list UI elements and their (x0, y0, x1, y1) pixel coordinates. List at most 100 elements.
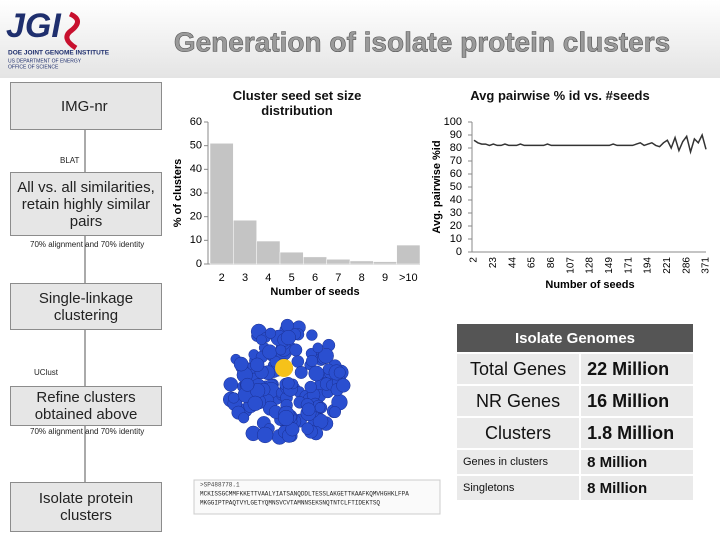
header-band (0, 0, 720, 78)
flow-box: IMG-nr (10, 82, 162, 130)
network-node (262, 344, 278, 360)
x-tick-label: 44 (507, 257, 518, 269)
bar (279, 251, 304, 265)
x-tick-label: 86 (546, 257, 557, 269)
network-node (291, 355, 305, 368)
x-tick-label: 149 (604, 257, 615, 274)
y-tick-label: 40 (190, 163, 202, 175)
x-axis-label: Number of seeds (270, 286, 359, 298)
network-node (280, 330, 296, 346)
flow-params: 70% alignment and 70% identity (30, 240, 145, 249)
network-node (228, 392, 240, 404)
y-tick-label: 10 (190, 234, 202, 246)
network-node (329, 406, 341, 419)
network-node (294, 365, 308, 379)
x-tick-label: 8 (359, 272, 365, 284)
bar (349, 260, 374, 265)
x-tick-label: 286 (681, 257, 692, 274)
logo-org: DOE JOINT GENOME INSTITUTE (8, 50, 110, 57)
y-tick-label: 50 (190, 140, 202, 152)
network-node (336, 378, 351, 393)
y-tick-label: 50 (450, 181, 462, 193)
bar (326, 259, 351, 265)
table-cell: 1.8 Million (581, 418, 693, 448)
x-tick-label: 128 (585, 257, 596, 274)
slide-title: Generation of isolate protein clusters (174, 26, 670, 57)
network-node (247, 395, 263, 411)
network-node (256, 334, 267, 346)
bar (256, 240, 281, 265)
x-tick-label: 65 (527, 257, 538, 269)
y-tick-label: 30 (190, 187, 202, 199)
network-node (318, 347, 334, 364)
network-node (275, 344, 287, 356)
x-tick-label: 2 (469, 257, 480, 263)
flow-tool: BLAT (60, 156, 80, 165)
chart-title: Avg pairwise % id vs. #seeds (470, 88, 650, 103)
network-node (265, 327, 277, 339)
x-tick-label: >10 (399, 272, 418, 284)
x-axis-label: Number of seeds (545, 279, 634, 291)
bar (303, 256, 327, 265)
bar (396, 244, 421, 265)
logo-dept: US DEPARTMENT OF ENERGY (8, 58, 82, 64)
bar (373, 261, 397, 265)
network-node (305, 354, 318, 367)
logo-office: OFFICE OF SCIENCE (8, 64, 59, 70)
bar (209, 143, 234, 265)
network-node (240, 377, 255, 392)
table-cell: Total Genes (457, 354, 580, 384)
x-tick-label: 221 (662, 257, 673, 274)
x-tick-label: 3 (242, 272, 248, 284)
table-cell: 8 Million (581, 476, 693, 500)
table-cell: Singletons (457, 476, 580, 500)
table-cell: Genes in clusters (457, 450, 580, 474)
network-center (275, 359, 293, 377)
table-cell: Clusters (457, 418, 580, 448)
logo: JGI (6, 7, 62, 45)
bar (233, 219, 257, 265)
table-cell: 16 Million (581, 386, 693, 416)
y-axis-label: % of clusters (172, 159, 184, 227)
y-tick-label: 0 (456, 246, 462, 258)
network-node (223, 377, 239, 392)
flow-box: Single-linkage clustering (10, 283, 162, 330)
flow-box: Refine clusters obtained above (10, 386, 162, 426)
network-node (238, 412, 250, 424)
logo-swoosh (64, 11, 80, 51)
y-tick-label: 100 (444, 116, 462, 128)
network-node (304, 380, 317, 394)
table-title: Isolate Genomes (457, 324, 693, 352)
y-tick-label: 60 (190, 116, 202, 128)
network-node (256, 426, 274, 444)
x-tick-label: 7 (335, 272, 341, 284)
x-tick-label: 107 (565, 257, 576, 274)
summary-table: Isolate Genomes Total Genes 22 Million NR … (455, 322, 695, 502)
y-tick-label: 90 (450, 129, 462, 141)
y-tick-label: 80 (450, 142, 462, 154)
network-node (278, 409, 295, 427)
network-node (312, 342, 324, 354)
network-node (250, 357, 265, 372)
alignment-image (193, 479, 441, 515)
network-node (314, 402, 326, 413)
network-node (308, 365, 325, 382)
network-node (233, 356, 249, 372)
seq-line: >SP488778.1 (200, 482, 240, 489)
flow-params: 70% alignment and 70% identity (30, 427, 145, 436)
chart-title: Cluster seed set size distribution (232, 88, 362, 118)
x-tick-label: 4 (265, 272, 271, 284)
y-tick-label: 20 (190, 211, 202, 223)
network-node (289, 343, 303, 357)
y-axis-label: Avg. pairwise %id (431, 140, 443, 233)
table-cell: NR Genes (457, 386, 580, 416)
x-tick-label: 171 (623, 257, 634, 274)
y-tick-label: 40 (450, 194, 462, 206)
network-node (282, 376, 295, 390)
network-node (306, 329, 318, 341)
x-tick-label: 2 (219, 272, 225, 284)
x-tick-label: 23 (488, 257, 499, 269)
y-tick-label: 70 (450, 155, 462, 167)
